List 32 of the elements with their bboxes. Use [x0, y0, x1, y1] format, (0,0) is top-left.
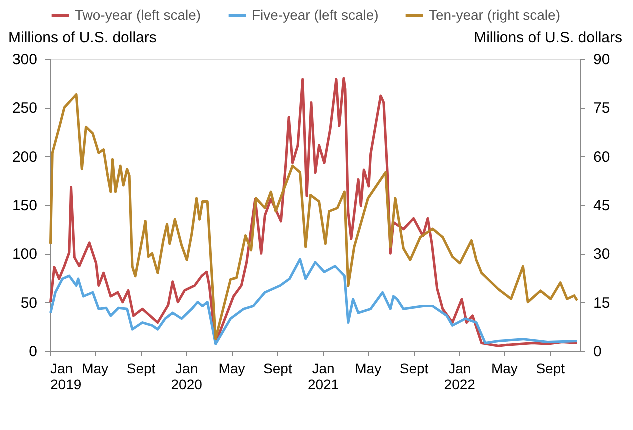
- legend-label: Ten-year (right scale): [429, 6, 560, 23]
- y-tick-label: 0: [29, 344, 38, 360]
- x-tick-label: Sept: [264, 360, 292, 376]
- x-tick-label: May: [491, 360, 518, 376]
- y-axis-title: Millions of U.S. dollars: [8, 30, 157, 46]
- x-tick-label: May: [82, 360, 109, 376]
- x-tick-label: Sept: [536, 360, 566, 376]
- y-tick-label: 100: [12, 246, 38, 264]
- x-tick-label: Jan 2019: [50, 360, 82, 392]
- y2-tick-label: 90: [594, 52, 610, 68]
- y2-tick-label: 0: [594, 344, 602, 360]
- x-tick-label: Sept: [400, 360, 429, 376]
- y-tick-label: 150: [12, 198, 38, 214]
- y-tick-label: 250: [12, 100, 38, 118]
- y2-tick-label: 45: [594, 198, 610, 214]
- y-tick-label: 300: [12, 52, 38, 68]
- legend-label: Two-year (left scale): [75, 6, 202, 23]
- line-series: [49, 258, 579, 346]
- x-tick-label: May: [218, 360, 246, 376]
- y2-tick-label: 75: [594, 100, 610, 118]
- x-tick-label: Sept: [126, 360, 156, 376]
- y-tick-label: 200: [12, 148, 38, 166]
- legend-label: Five-year (left scale): [252, 6, 379, 23]
- x-tick-label: Jan 2020: [171, 360, 203, 392]
- y2-tick-label: 60: [594, 148, 610, 166]
- y2-axis-title: Millions of U.S. dollars: [474, 30, 622, 46]
- x-tick-label: May: [355, 360, 382, 376]
- x-tick-label: Jan 2021: [308, 360, 340, 392]
- y2-tick-label: 15: [594, 294, 610, 312]
- y-tick-label: 50: [20, 294, 38, 312]
- y2-tick-label: 30: [594, 246, 610, 264]
- x-tick-label: Jan 2022: [444, 360, 476, 392]
